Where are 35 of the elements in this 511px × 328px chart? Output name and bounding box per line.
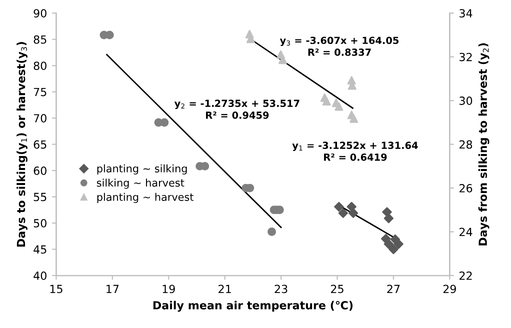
- y2-tick-label: 26: [460, 184, 472, 192]
- y-tick-label: 60: [34, 166, 46, 175]
- y2-tick-label: 32: [460, 52, 472, 62]
- y2-tick-label: 28: [460, 140, 472, 149]
- y-tick-label: 50: [34, 219, 46, 228]
- y2-tick-label: 22: [460, 271, 472, 280]
- y-tick-label: 85: [34, 35, 46, 44]
- y-tick-label: 65: [34, 140, 46, 149]
- x-tick-label: 27: [387, 284, 400, 293]
- y2-tick-label: 34: [460, 9, 472, 18]
- x-tick-label: 21: [218, 284, 231, 293]
- y-tick-label: 80: [34, 62, 46, 70]
- y-axis-title: Days to silking(y$_{1}$) or harvest(y$_{3}$): [16, 42, 28, 247]
- x-tick-label: 19: [162, 284, 175, 294]
- y-tick-label: 70: [34, 114, 46, 122]
- annotation: y$_{2}$ = -1.2735x + 53.517 R² = 0.9459: [174, 100, 300, 119]
- y-tick-label: 90: [34, 9, 46, 18]
- annotation: y$_{3}$ = -3.607x + 164.05 R² = 0.8337: [280, 36, 399, 56]
- y-tick-label: 55: [34, 192, 46, 202]
- annotation: y$_{1}$ = -3.1252x + 131.64 R² = 0.6419: [292, 142, 418, 161]
- y-tick-label: 40: [34, 271, 46, 280]
- legend-label: planting ~ harvest: [97, 192, 194, 203]
- legend-label: planting ~ silking: [97, 164, 187, 174]
- y-tick-label: 75: [34, 88, 46, 96]
- x-axis-title: Daily mean air temperature (℃): [153, 300, 353, 312]
- x-tick-label: 17: [106, 284, 119, 293]
- x-tick-label: 25: [331, 284, 344, 294]
- x-tick-label: 23: [274, 284, 288, 294]
- y2-tick-label: 30: [460, 96, 472, 105]
- x-tick-label: 29: [443, 284, 456, 294]
- y-tick-label: 45: [34, 245, 46, 254]
- legend-label: silking ~ harvest: [96, 178, 184, 189]
- y2-axis-title: Days from silking to harvest (y$_{2}$): [478, 43, 490, 246]
- y2-tick-label: 24: [460, 228, 472, 236]
- x-tick-label: 15: [50, 284, 62, 294]
